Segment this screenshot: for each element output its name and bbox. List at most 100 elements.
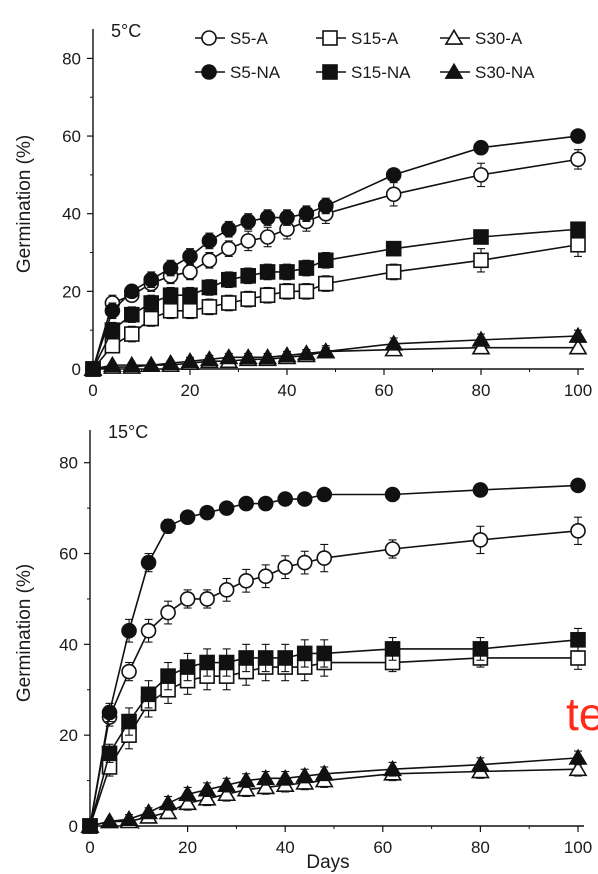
legend-label: S5-A <box>230 29 268 48</box>
data-point <box>570 151 586 168</box>
data-point <box>160 604 176 621</box>
data-point <box>240 291 256 307</box>
data-point <box>570 650 586 666</box>
x-tick-label: 40 <box>278 381 297 400</box>
data-point <box>83 359 103 376</box>
data-point <box>568 326 588 343</box>
data-point <box>143 310 159 327</box>
data-point <box>179 509 196 526</box>
data-point <box>316 645 333 662</box>
data-point <box>162 302 179 319</box>
data-point <box>384 334 404 351</box>
data-point <box>298 260 315 276</box>
data-point <box>385 167 402 183</box>
panel-temperature-label: 5°C <box>111 21 141 41</box>
data-point <box>317 252 334 269</box>
data-point <box>298 205 315 222</box>
legend-label: S15-A <box>351 29 399 48</box>
data-point <box>240 233 256 249</box>
data-point <box>197 780 217 797</box>
x-tick-label: 60 <box>375 381 394 400</box>
data-point <box>162 287 179 304</box>
data-point <box>570 236 586 253</box>
legend-label: S5-NA <box>230 63 281 82</box>
x-tick-label: 40 <box>276 838 295 857</box>
series-line <box>92 228 579 370</box>
legend-item: S30-A <box>440 28 523 48</box>
data-point <box>218 582 235 598</box>
data-point <box>101 745 118 762</box>
data-point <box>199 591 215 607</box>
data-point <box>316 486 333 503</box>
data-point <box>179 659 196 675</box>
data-point <box>218 654 235 671</box>
data-point <box>158 794 178 811</box>
data-point <box>257 568 274 585</box>
data-point <box>296 491 313 507</box>
data-point <box>221 221 237 238</box>
x-tick-label: 0 <box>88 381 97 400</box>
data-point <box>219 348 239 365</box>
series-line <box>92 346 578 370</box>
series-line <box>89 657 578 827</box>
series-s5-a <box>85 149 586 377</box>
series-line <box>89 768 579 827</box>
y-tick-label: 40 <box>62 205 81 224</box>
data-point <box>240 268 256 284</box>
data-point <box>201 252 218 269</box>
series-line <box>92 243 579 370</box>
data-point <box>279 283 295 300</box>
data-point <box>473 252 489 269</box>
data-point <box>178 784 198 802</box>
data-point <box>197 789 217 806</box>
data-point <box>104 302 121 319</box>
data-point <box>121 663 137 680</box>
x-tick-label: 60 <box>373 838 392 857</box>
data-point <box>221 240 237 257</box>
data-point <box>384 641 401 657</box>
series-s15-a <box>85 232 586 377</box>
data-point <box>383 760 403 777</box>
series-line <box>89 757 579 827</box>
data-point <box>385 186 402 203</box>
data-point <box>80 816 100 833</box>
data-point <box>256 769 276 786</box>
data-point <box>316 550 333 566</box>
data-point <box>182 264 198 280</box>
data-point <box>570 221 586 238</box>
legend-item: S15-NA <box>316 63 411 82</box>
data-point <box>258 348 278 365</box>
x-tick-label: 20 <box>178 838 197 857</box>
data-point <box>182 248 198 265</box>
data-point <box>182 287 198 304</box>
legend-marker <box>201 30 217 46</box>
data-point <box>240 213 256 230</box>
data-point <box>141 355 161 372</box>
y-tick-label: 20 <box>62 282 81 301</box>
data-point <box>199 654 215 671</box>
data-point <box>471 338 491 355</box>
series-s15-a <box>82 646 586 834</box>
data-point <box>238 572 254 589</box>
data-point <box>124 306 140 323</box>
data-point <box>277 346 297 363</box>
data-point <box>221 295 237 311</box>
data-point <box>568 748 588 765</box>
y-axis-title: Germination (%) <box>14 135 35 273</box>
x-tick-label: 100 <box>564 381 592 400</box>
data-point <box>257 495 274 512</box>
data-point <box>180 352 200 369</box>
data-point <box>568 760 588 777</box>
data-point <box>201 279 218 296</box>
data-point <box>236 771 256 788</box>
panel-temperature-label: 15°C <box>108 422 148 442</box>
y-tick-label: 60 <box>59 545 78 564</box>
data-point <box>143 271 159 288</box>
series-s30-na <box>80 748 588 833</box>
legend: S5-A S15-A S30-A S5-NA S15-NA S30-NA <box>195 28 535 82</box>
data-point <box>277 559 294 575</box>
data-point <box>256 778 276 795</box>
data-point <box>570 632 586 648</box>
series-s30-na <box>83 326 588 376</box>
